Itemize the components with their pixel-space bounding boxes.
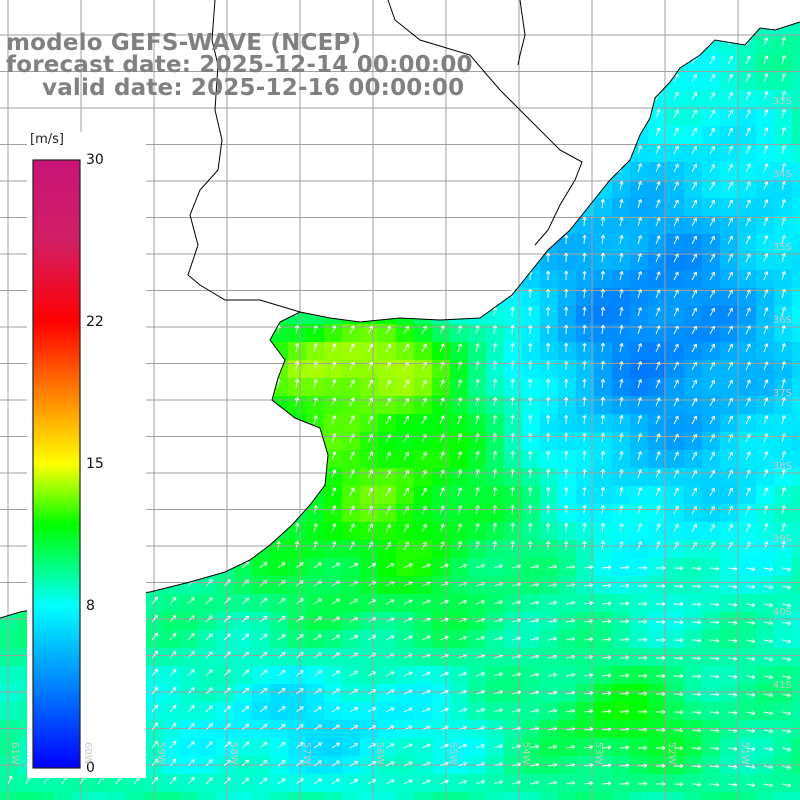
longitude-label: 59W	[155, 742, 166, 765]
longitude-label: 56W	[374, 742, 385, 765]
longitude-label: 57W	[301, 742, 312, 765]
land-area	[0, 0, 800, 618]
latitude-label: 36S	[772, 315, 792, 326]
latitude-label: 40S	[772, 607, 792, 618]
longitude-label: 51W	[739, 742, 750, 765]
longitude-label: 52W	[666, 742, 677, 765]
latitude-label: 33S	[772, 96, 792, 107]
legend-unit-label: [m/s]	[30, 132, 64, 147]
wind-vectors	[7, 19, 792, 788]
latitude-label: 39S	[772, 534, 792, 545]
legend-tick-label: 22	[86, 314, 104, 331]
title-forecast-date: forecast date: 2025-12-14 00:00:00	[6, 52, 473, 78]
coastline	[0, 0, 800, 619]
longitude-label: 55W	[447, 742, 458, 765]
longitude-label: 53W	[593, 742, 604, 765]
legend-tick-label: 15	[86, 456, 104, 472]
latitude-label: 35S	[772, 242, 792, 253]
legend-tick-label: 0	[86, 760, 95, 776]
latitude-label: 34S	[772, 169, 792, 180]
legend-tick-label: 30	[86, 152, 104, 168]
color-scale-bar	[27, 132, 146, 778]
title-model: modelo GEFS-WAVE (NCEP)	[6, 30, 362, 56]
longitude-label: 61W	[9, 742, 20, 765]
latitude-label: 38S	[772, 461, 792, 472]
title-valid-date: valid date: 2025-12-16 00:00:00	[42, 75, 465, 101]
latitude-label: 37S	[772, 388, 792, 399]
longitude-label: 60W	[82, 742, 93, 765]
latitude-label: 41S	[772, 680, 792, 691]
legend-tick-label: 8	[86, 597, 95, 614]
longitude-label: 58W	[228, 742, 239, 765]
longitude-label: 54W	[520, 742, 531, 765]
